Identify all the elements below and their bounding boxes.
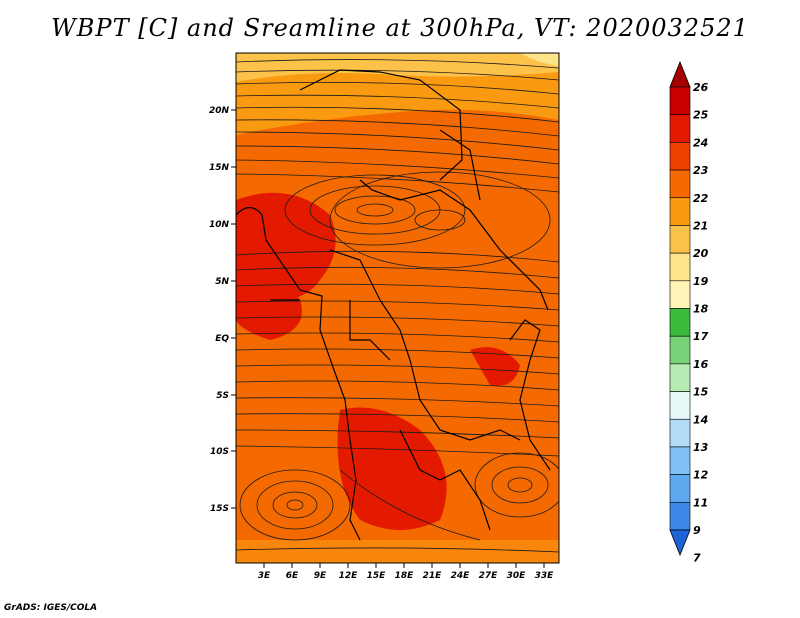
colorbar-level-label: 23 bbox=[693, 164, 709, 177]
lat-label: 5N bbox=[215, 277, 229, 287]
colorbar-bottom-triangle bbox=[669, 529, 691, 557]
colorbar-level-label: 9 bbox=[693, 524, 701, 537]
lat-label: 15N bbox=[209, 163, 230, 173]
lon-label: 12E bbox=[339, 571, 359, 581]
grads-credit: GrADS: IGES/COLA bbox=[4, 603, 98, 613]
colorbar-level-label: 21 bbox=[693, 219, 708, 232]
lat-label: 10N bbox=[209, 220, 230, 230]
colorbar-cell bbox=[669, 280, 691, 309]
colorbar-cell bbox=[669, 308, 691, 337]
colorbar-cell bbox=[669, 225, 691, 254]
colorbar-cell bbox=[669, 391, 691, 420]
lon-label: 3E bbox=[258, 571, 271, 581]
lon-label: 24E bbox=[451, 571, 471, 581]
lon-label: 33E bbox=[535, 571, 555, 581]
lat-label: 5S bbox=[216, 391, 229, 401]
colorbar-cell bbox=[669, 446, 691, 475]
lon-label: 18E bbox=[395, 571, 415, 581]
colorbar-level-label: 18 bbox=[693, 303, 709, 316]
colorbar-level-label: 17 bbox=[693, 330, 709, 343]
colorbar-cell bbox=[669, 197, 691, 226]
colorbar-cell bbox=[669, 363, 691, 392]
colorbar-level-label: 22 bbox=[693, 192, 709, 205]
wbpt-band-24-south bbox=[337, 407, 447, 530]
colorbar-cell bbox=[669, 474, 691, 503]
colorbar-level-label: 16 bbox=[693, 358, 709, 371]
map-title: WBPT [C] and Sreamline at 300hPa, VT: 20… bbox=[51, 14, 749, 42]
wbpt-field bbox=[236, 53, 559, 563]
colorbar-cell bbox=[669, 335, 691, 365]
wbpt-band-24-east bbox=[470, 347, 520, 386]
lat-label: 10S bbox=[210, 447, 229, 457]
longitude-labels: 3E 6E 9E 12E 15E 18E 21E 24E 27E 30E 33E bbox=[258, 571, 554, 581]
lat-label: 20N bbox=[209, 106, 230, 116]
colorbar-cell bbox=[669, 86, 691, 115]
colorbar-cell bbox=[669, 142, 691, 171]
colorbar-labels: 26 25 24 23 22 21 20 19 18 17 16 15 14 13 12 11 9 7 bbox=[693, 81, 709, 565]
colorbar-cell bbox=[669, 418, 691, 448]
colorbar-cell bbox=[669, 252, 691, 282]
colorbar-level-label: 26 bbox=[693, 81, 709, 94]
wbpt-band-20 bbox=[236, 53, 559, 82]
axis-ticks bbox=[231, 109, 545, 568]
lat-label: EQ bbox=[215, 334, 229, 344]
lon-label: 9E bbox=[314, 571, 327, 581]
lon-label: 27E bbox=[479, 571, 499, 581]
colorbar-cells bbox=[669, 86, 691, 531]
colorbar-level-label: 7 bbox=[693, 552, 701, 565]
wbpt-band-21-south bbox=[236, 540, 559, 563]
colorbar-cell bbox=[669, 114, 691, 143]
colorbar-top-triangle bbox=[669, 60, 691, 88]
colorbar-level-label: 14 bbox=[693, 413, 708, 426]
wbpt-band-24-coast bbox=[236, 240, 302, 340]
lon-label: 30E bbox=[507, 571, 527, 581]
colorbar-level-label: 25 bbox=[693, 109, 709, 122]
colorbar-level-label: 15 bbox=[693, 386, 709, 399]
colorbar-level-label: 12 bbox=[693, 469, 709, 482]
streamlines bbox=[236, 59, 559, 553]
colorbar-cell bbox=[669, 502, 691, 531]
colorbar-level-label: 20 bbox=[693, 247, 709, 260]
colorbar-cell bbox=[669, 169, 691, 199]
latitude-labels: 20N 15N 10N 5N EQ 5S 10S 15S bbox=[209, 106, 230, 514]
lon-label: 6E bbox=[286, 571, 299, 581]
wbpt-band-19 bbox=[520, 53, 559, 66]
colorbar-level-label: 11 bbox=[693, 496, 708, 509]
colorbar-level-label: 13 bbox=[693, 441, 709, 454]
colorbar-level-label: 19 bbox=[693, 275, 709, 288]
map-frame bbox=[235, 52, 560, 564]
lon-label: 15E bbox=[367, 571, 387, 581]
lon-label: 21E bbox=[423, 571, 443, 581]
country-borders bbox=[236, 69, 551, 541]
lat-label: 15S bbox=[210, 504, 229, 514]
colorbar: 26 25 24 23 22 21 20 19 18 17 16 15 14 13 12 11 9 7 bbox=[669, 60, 709, 565]
colorbar-level-label: 24 bbox=[693, 136, 708, 149]
